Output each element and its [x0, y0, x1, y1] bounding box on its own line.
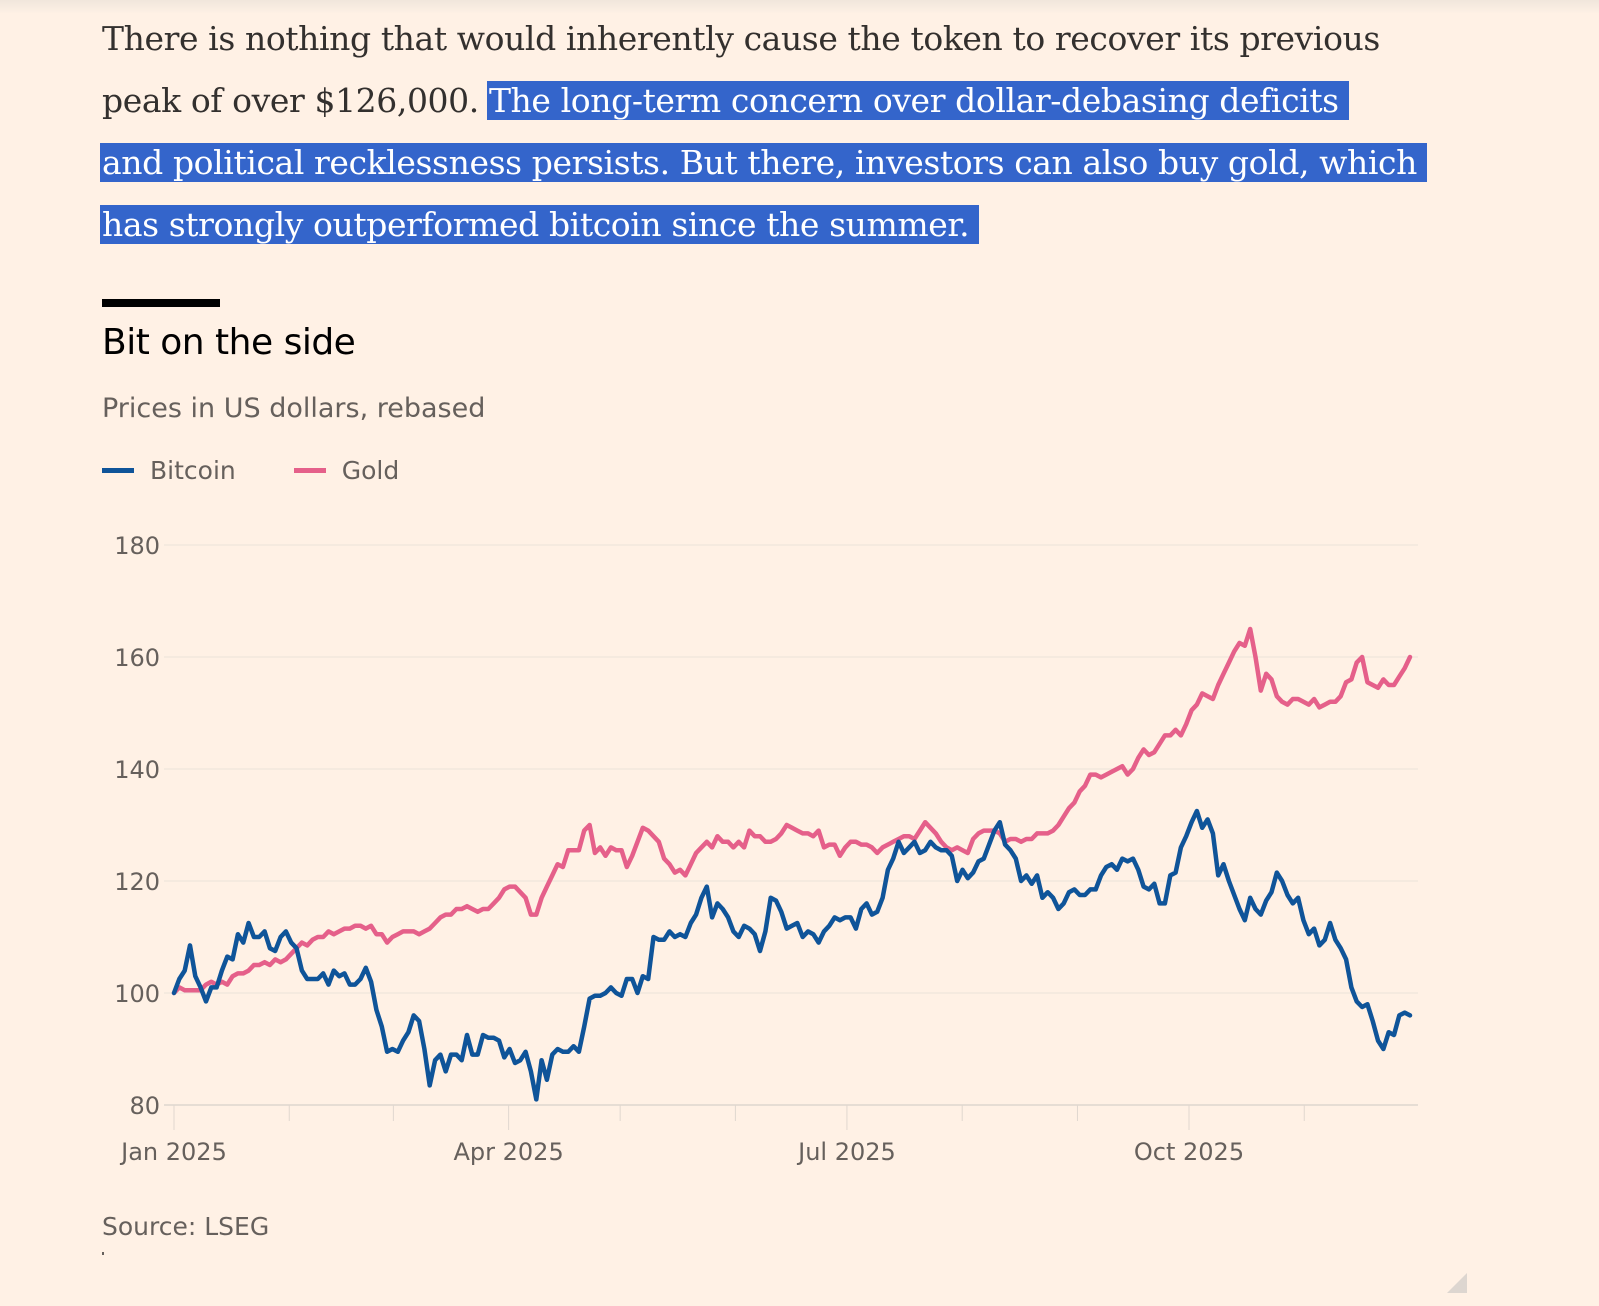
paragraph-line: peak of over $126,000. The long-term con…	[102, 70, 1502, 132]
selected-text[interactable]: The long-term concern over dollar-debasi…	[486, 81, 1349, 120]
paragraph-line: and political recklessness persists. But…	[100, 132, 1502, 194]
y-tick-label: 140	[114, 756, 160, 784]
legend-item-bitcoin: Bitcoin	[102, 456, 236, 485]
chart-subtitle: Prices in US dollars, rebased	[102, 393, 486, 424]
legend-swatch-bitcoin	[102, 468, 134, 473]
series-lines	[171, 626, 1413, 1102]
chart-header-rule	[102, 299, 220, 307]
resize-handle-icon[interactable]	[1447, 1273, 1467, 1293]
y-tick-label: 160	[114, 644, 160, 672]
paragraph-line: There is nothing that would inherently c…	[102, 8, 1502, 70]
legend-label-gold: Gold	[341, 456, 400, 485]
chart-title: Bit on the side	[102, 322, 356, 363]
y-axis: 80 100 120 140 160 180	[114, 532, 160, 1120]
legend-item-gold: Gold	[293, 456, 400, 485]
x-tick-label: Jan 2025	[119, 1138, 227, 1166]
y-tick-label: 100	[114, 980, 160, 1008]
x-tick-label: Oct 2025	[1134, 1138, 1244, 1166]
paragraph-text: peak of over $126,000.	[102, 81, 489, 120]
chart-legend: Bitcoin Gold	[102, 456, 457, 485]
selected-text[interactable]: and political recklessness persists. But…	[100, 143, 1427, 182]
chart-source: Source: LSEG	[102, 1212, 270, 1241]
article-paragraph: There is nothing that would inherently c…	[100, 8, 1502, 256]
series-line-gold	[171, 626, 1413, 996]
stray-mark	[102, 1252, 104, 1255]
paragraph-text: There is nothing that would inherently c…	[102, 19, 1380, 58]
selected-text[interactable]: has strongly outperformed bitcoin since …	[100, 205, 980, 244]
x-axis: Jan 2025 Apr 2025 Jul 2025 Oct 2025	[119, 1105, 1305, 1166]
x-tick-label: Apr 2025	[453, 1138, 563, 1166]
series-line-bitcoin	[171, 808, 1413, 1102]
y-tick-label: 120	[114, 868, 160, 896]
x-tick-label: Jul 2025	[796, 1138, 896, 1166]
legend-label-bitcoin: Bitcoin	[150, 456, 236, 485]
legend-swatch-gold	[293, 468, 326, 473]
gridlines	[164, 544, 1418, 1106]
top-shadow	[0, 0, 1599, 14]
y-tick-label: 80	[129, 1092, 160, 1120]
y-tick-label: 180	[114, 532, 160, 560]
paragraph-line: has strongly outperformed bitcoin since …	[100, 194, 1502, 256]
